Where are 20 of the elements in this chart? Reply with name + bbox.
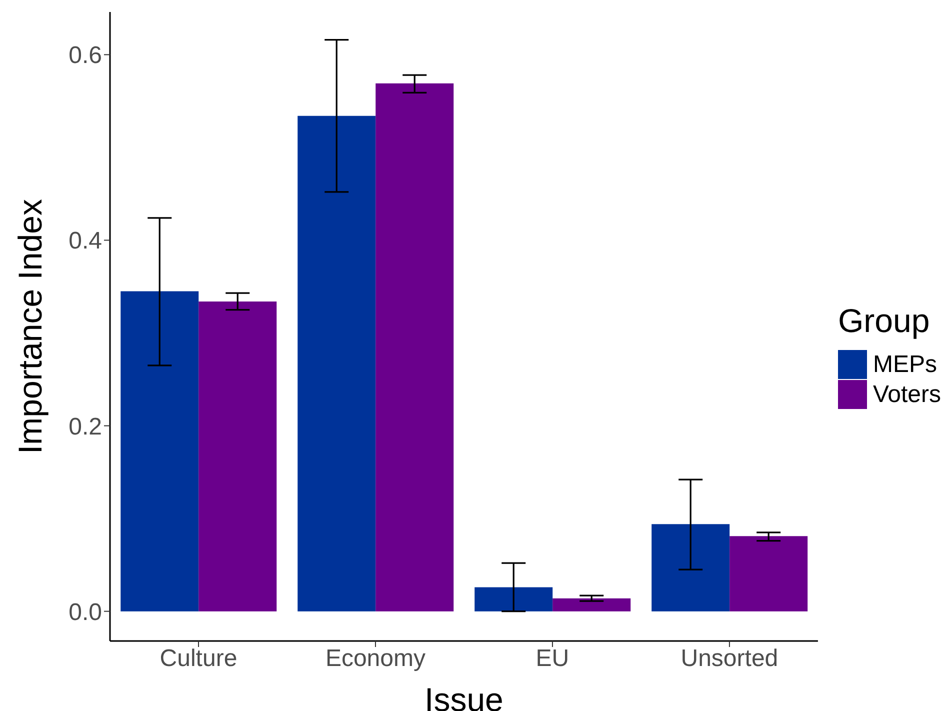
bar — [198, 301, 277, 612]
y-tick-label: 0.0 — [68, 598, 102, 626]
y-tick-label: 0.4 — [68, 228, 102, 255]
bar — [652, 524, 730, 612]
y-tick-label: 0.2 — [68, 413, 102, 440]
legend-label: MEPs — [872, 350, 937, 378]
bar — [376, 83, 454, 612]
legend-label: Voters — [872, 380, 941, 408]
bar — [552, 598, 631, 612]
x-tick-label: EU — [536, 645, 570, 672]
x-tick-label: Unsorted — [680, 645, 778, 672]
x-tick-label: Economy — [325, 645, 426, 672]
y-axis-title: Importance Index — [12, 198, 49, 454]
legend-title: Group — [838, 302, 931, 340]
y-tick-label: 0.6 — [68, 42, 102, 70]
bar — [474, 587, 553, 612]
bar — [298, 116, 376, 612]
bar — [730, 536, 808, 612]
x-tick-label: Culture — [160, 645, 238, 672]
bar — [120, 291, 199, 612]
